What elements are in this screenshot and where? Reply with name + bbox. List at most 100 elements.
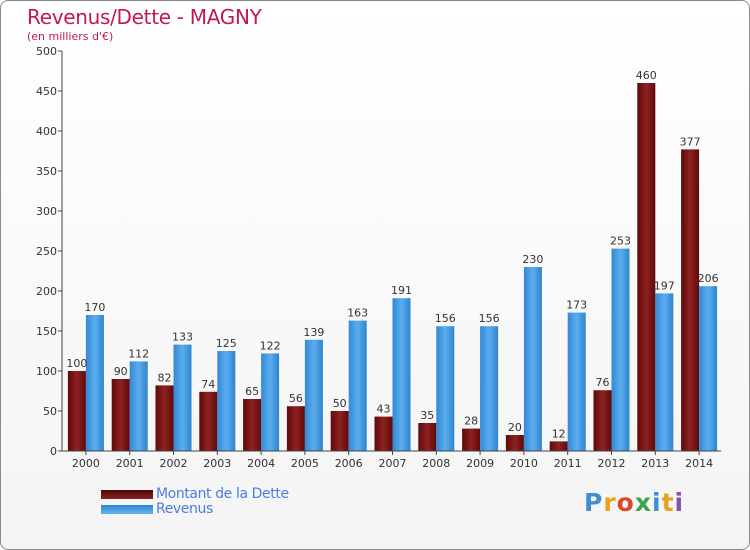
data-label-debt: 12 <box>552 427 566 440</box>
data-label-debt: 20 <box>508 421 522 434</box>
y-tick-label: 50 <box>43 405 57 418</box>
data-label-revenue: 173 <box>566 299 587 312</box>
bar-revenue <box>567 312 586 451</box>
bar-debt <box>243 399 262 451</box>
data-label-debt: 65 <box>245 385 259 398</box>
bar-revenue <box>611 248 630 451</box>
brand-logo: Proxiti <box>584 488 684 517</box>
x-tick-label: 2007 <box>379 457 407 470</box>
x-tick-label: 2006 <box>335 457 363 470</box>
data-label-revenue: 253 <box>610 235 631 248</box>
chart-subtitle: (en milliers d'€) <box>27 30 114 43</box>
data-label-revenue: 156 <box>479 312 500 325</box>
data-label-revenue: 170 <box>84 301 105 314</box>
bar-revenue <box>129 361 148 451</box>
x-tick-label: 2011 <box>554 457 582 470</box>
logo-letter: i <box>652 488 662 517</box>
data-label-debt: 76 <box>596 376 610 389</box>
x-tick-label: 2005 <box>291 457 319 470</box>
bar-revenue <box>699 286 718 451</box>
y-tick-label: 400 <box>36 125 57 138</box>
data-label-revenue: 230 <box>522 253 543 266</box>
data-label-revenue: 206 <box>698 272 719 285</box>
data-label-debt: 56 <box>289 392 303 405</box>
logo-letter: i <box>674 488 685 517</box>
y-tick-label: 350 <box>36 165 57 178</box>
bar-debt <box>549 441 568 451</box>
bar-revenue <box>348 320 367 451</box>
data-label-debt: 90 <box>114 365 128 378</box>
logo-letter: P <box>584 488 604 517</box>
bar-debt <box>67 371 86 451</box>
bar-revenue <box>523 267 542 451</box>
data-label-debt: 100 <box>66 357 87 370</box>
legend-label-debt: Montant de la Dette <box>156 486 289 502</box>
data-label-debt: 82 <box>158 371 172 384</box>
bar-debt <box>374 416 393 451</box>
chart-title: Revenus/Dette - MAGNY <box>27 5 262 29</box>
bar-debt <box>199 391 218 451</box>
data-label-revenue: 122 <box>260 339 281 352</box>
x-tick-label: 2002 <box>160 457 188 470</box>
bar-debt <box>286 406 305 451</box>
data-label-debt: 377 <box>680 135 701 148</box>
bar-debt <box>111 379 130 451</box>
x-tick-label: 2013 <box>641 457 669 470</box>
bar-debt <box>637 83 656 451</box>
data-label-debt: 43 <box>377 403 391 416</box>
x-tick-label: 2003 <box>203 457 231 470</box>
bar-debt <box>462 428 481 451</box>
logo-letter: x <box>634 488 652 517</box>
bar-debt <box>155 385 174 451</box>
data-label-revenue: 125 <box>216 337 237 350</box>
bar-revenue <box>85 315 104 451</box>
x-tick-label: 2010 <box>510 457 538 470</box>
data-label-debt: 74 <box>201 378 215 391</box>
x-tick-label: 2004 <box>247 457 275 470</box>
data-label-debt: 28 <box>464 415 478 428</box>
legend-swatch-debt <box>101 490 153 499</box>
data-label-debt: 35 <box>420 409 434 422</box>
bar-debt <box>593 390 612 451</box>
legend-swatch-revenue <box>101 505 153 514</box>
data-label-revenue: 139 <box>303 326 324 339</box>
data-label-debt: 50 <box>333 397 347 410</box>
bar-debt <box>505 435 524 451</box>
bar-debt <box>681 149 700 451</box>
y-tick-label: 450 <box>36 85 57 98</box>
data-label-revenue: 112 <box>128 347 149 360</box>
x-tick-label: 2009 <box>466 457 494 470</box>
x-tick-label: 2012 <box>598 457 626 470</box>
logo-letter: t <box>661 488 675 517</box>
bar-revenue <box>217 351 236 451</box>
bar-revenue <box>436 326 455 451</box>
bar-debt <box>330 411 349 451</box>
x-tick-label: 2014 <box>685 457 713 470</box>
bar-revenue <box>304 339 323 451</box>
data-label-revenue: 156 <box>435 312 456 325</box>
x-tick-label: 2000 <box>72 457 100 470</box>
bar-revenue <box>480 326 499 451</box>
logo-letter: r <box>603 488 617 517</box>
y-tick-label: 500 <box>36 45 57 58</box>
y-tick-label: 200 <box>36 285 57 298</box>
data-label-debt: 460 <box>636 69 657 82</box>
y-tick-label: 150 <box>36 325 57 338</box>
y-tick-label: 250 <box>36 245 57 258</box>
x-tick-label: 2001 <box>116 457 144 470</box>
y-tick-label: 0 <box>50 445 57 458</box>
data-label-revenue: 191 <box>391 284 412 297</box>
x-tick-label: 2008 <box>422 457 450 470</box>
data-label-revenue: 163 <box>347 307 368 320</box>
data-label-revenue: 133 <box>172 331 193 344</box>
bar-revenue <box>392 298 411 451</box>
logo-letter: o <box>616 488 635 517</box>
legend-label-revenue: Revenus <box>156 501 213 517</box>
data-label-revenue: 197 <box>654 279 675 292</box>
bar-revenue <box>655 293 674 451</box>
bar-revenue <box>261 353 280 451</box>
bar-debt <box>418 423 437 451</box>
bar-revenue <box>173 344 192 451</box>
